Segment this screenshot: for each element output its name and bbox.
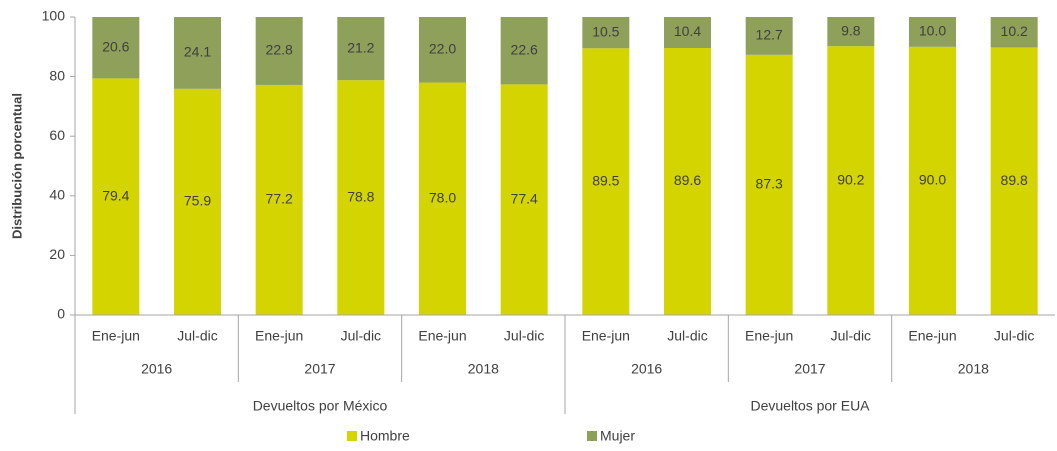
y-tick-label: 100 [42, 8, 66, 24]
x-tick-label: Ene-jun [745, 328, 793, 344]
data-label: 10.0 [919, 23, 946, 39]
data-label: 87.3 [756, 176, 783, 192]
y-tick-label: 40 [49, 187, 65, 203]
bar-segment [500, 84, 548, 316]
data-label: 21.2 [347, 39, 374, 55]
year-label: 2018 [468, 361, 499, 377]
x-tick-label: Jul-dic [177, 328, 217, 344]
x-tick-label: Ene-jun [582, 328, 630, 344]
data-label: 78.0 [429, 189, 456, 205]
bar-segment [990, 17, 1038, 48]
data-label: 89.5 [592, 172, 619, 188]
data-label: 89.8 [1001, 172, 1028, 188]
x-tick-label: Jul-dic [504, 328, 544, 344]
bar-segment [827, 17, 875, 47]
x-tick-label: Ene-jun [908, 328, 956, 344]
data-label: 90.0 [919, 172, 946, 188]
y-tick-label: 80 [49, 67, 65, 83]
bar-segment [174, 88, 221, 316]
legend-swatch [587, 431, 597, 441]
legend-label: Mujer [600, 428, 635, 444]
x-tick-label: Ene-jun [418, 328, 466, 344]
bar-segment [664, 47, 711, 315]
year-label: 2017 [304, 361, 335, 377]
x-tick-label: Jul-dic [667, 328, 707, 344]
bar-segment [582, 48, 630, 315]
bar-segment [419, 82, 466, 315]
data-label: 77.2 [266, 191, 293, 207]
data-label: 79.4 [102, 187, 129, 203]
data-label: 10.5 [592, 23, 619, 39]
x-tick-label: Ene-jun [255, 328, 303, 344]
y-tick-label: 20 [49, 246, 65, 262]
x-tick-label: Jul-dic [831, 328, 871, 344]
x-tick-label: Jul-dic [341, 328, 381, 344]
year-label: 2016 [141, 361, 172, 377]
bar-segment [827, 46, 875, 315]
bar-segment [909, 17, 956, 47]
bar-segment [664, 17, 711, 48]
data-label: 12.7 [756, 27, 783, 43]
data-label: 10.2 [1001, 23, 1028, 39]
data-label: 24.1 [184, 44, 211, 60]
legend-label: Hombre [360, 428, 410, 444]
bar-segment [745, 17, 793, 55]
bar-segment [745, 54, 793, 315]
year-label: 2016 [631, 361, 662, 377]
bar-segment [337, 80, 385, 316]
data-label: 22.0 [429, 40, 456, 56]
bar-segment [500, 17, 548, 85]
data-label: 75.9 [184, 193, 211, 209]
data-label: 9.8 [841, 22, 861, 38]
year-label: 2018 [958, 361, 989, 377]
data-label: 10.4 [674, 23, 701, 39]
group-label: Devueltos por EUA [750, 398, 870, 414]
bar-segment [92, 78, 140, 315]
bar-segment [337, 17, 385, 81]
group-label: Devueltos por México [253, 398, 388, 414]
y-axis-label: Distribución porcentual [9, 93, 24, 239]
y-tick-label: 60 [49, 127, 65, 143]
x-tick-label: Jul-dic [994, 328, 1034, 344]
bar-segment [419, 17, 466, 83]
bar-segment [255, 17, 303, 85]
data-label: 22.8 [266, 42, 293, 58]
data-label: 22.6 [511, 41, 538, 57]
data-label: 20.6 [102, 38, 129, 54]
data-label: 78.8 [347, 188, 374, 204]
data-label: 90.2 [837, 171, 864, 187]
data-label: 77.4 [511, 190, 538, 206]
data-label: 89.6 [674, 172, 701, 188]
bar-segment [255, 84, 303, 315]
bar-segment [909, 46, 956, 316]
y-tick-label: 0 [57, 306, 65, 322]
bar-segment [582, 17, 630, 49]
bar-segment [92, 17, 140, 79]
bar-segment [174, 17, 221, 89]
legend-swatch [347, 431, 357, 441]
bar-segment [990, 47, 1038, 316]
year-label: 2017 [794, 361, 825, 377]
x-tick-label: Ene-jun [92, 328, 140, 344]
